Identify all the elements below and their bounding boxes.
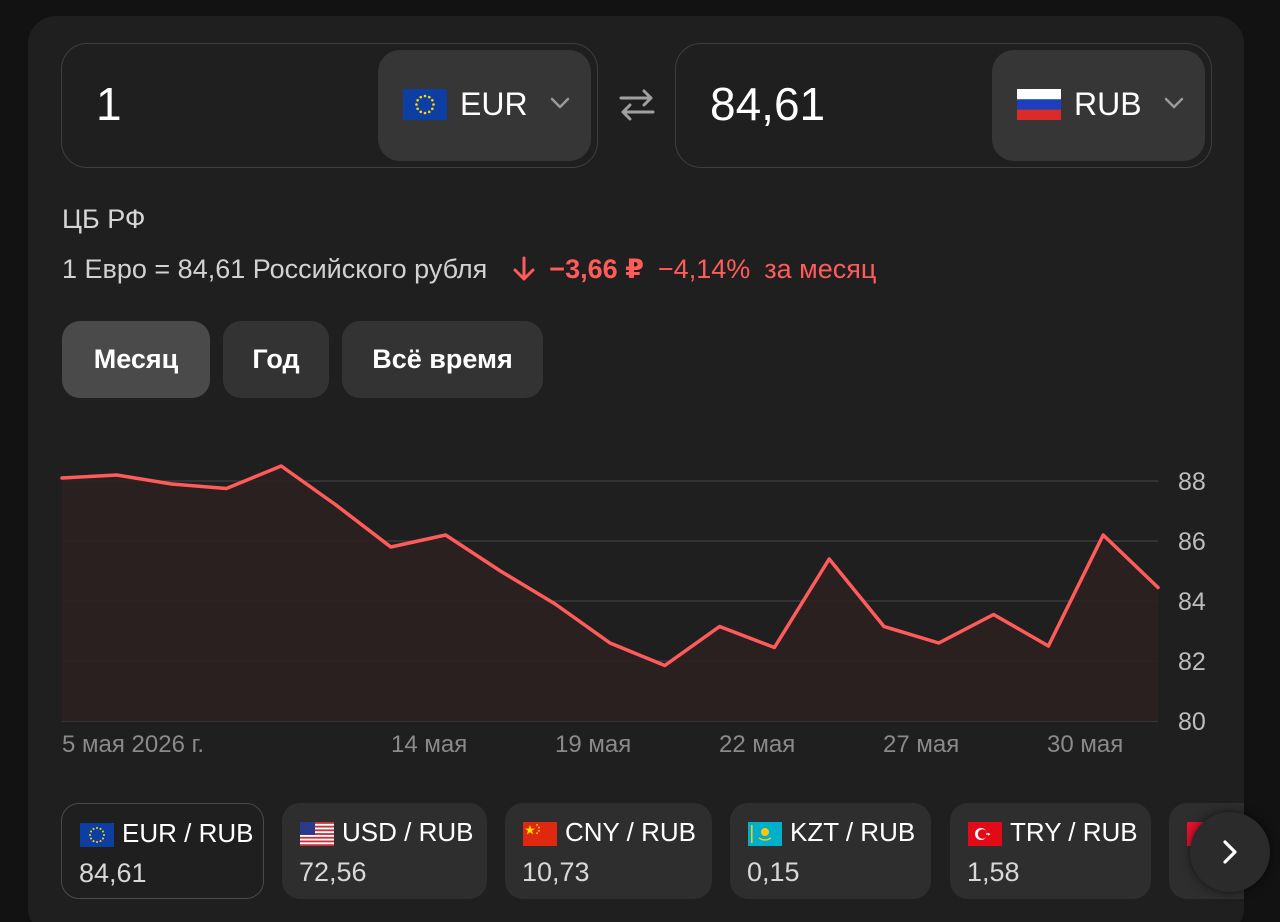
next-pairs-button[interactable] [1190, 812, 1270, 892]
pair-value: 84,61 [79, 858, 147, 888]
tab-all-time[interactable]: Всё время [342, 321, 543, 398]
to-amount-field[interactable]: 84,61 RUB [675, 43, 1212, 168]
pair-card-try-rub[interactable]: TRY / RUB 1,58 [950, 803, 1151, 899]
from-currency-select[interactable]: EUR [378, 50, 591, 161]
x-tick-label: 14 мая [391, 731, 467, 758]
rate-change-absolute: −3,66 ₽ [549, 254, 644, 284]
rate-line: 1 Евро = 84,61 Российского рубля −3,66 ₽… [62, 252, 876, 286]
pair-card-eur-rub[interactable]: EUR / RUB 84,61 [61, 803, 264, 899]
y-tick-label: 84 [1178, 588, 1206, 616]
rate-chart[interactable]: 80 82 84 86 88 5 мая 2026 г. 14 мая 19 мая 22 ма… [28, 416, 1244, 781]
pair-value: 10,73 [522, 857, 590, 887]
chevron-down-icon [1164, 97, 1184, 109]
pair-name: USD / RUB [342, 817, 474, 847]
to-amount-input[interactable]: 84,61 [710, 78, 826, 130]
rate-change-period: за месяц [764, 254, 877, 284]
eu-flag-icon [403, 89, 447, 120]
rate-source: ЦБ РФ [62, 204, 146, 234]
pair-value: 1,58 [967, 857, 1020, 887]
us-flag-icon [300, 822, 334, 846]
y-tick-label: 82 [1178, 648, 1206, 676]
arrow-down-icon [513, 256, 535, 281]
tab-year[interactable]: Год [223, 321, 329, 398]
from-amount-field[interactable]: 1 EUR [61, 43, 598, 168]
rate-description: 1 Евро = 84,61 Российского рубля [62, 254, 488, 284]
chevron-down-icon [550, 97, 570, 109]
pair-card-usd-rub[interactable]: USD / RUB 72,56 [282, 803, 487, 899]
cn-flag-icon [523, 822, 557, 846]
x-tick-label: 27 мая [883, 731, 959, 758]
series-area [62, 466, 1158, 721]
pair-name: EUR / RUB [122, 818, 254, 848]
tr-flag-icon [968, 822, 1002, 846]
tab-month[interactable]: Месяц [62, 321, 210, 398]
to-currency-code: RUB [1074, 86, 1142, 122]
rate-change-percent: −4,14% [657, 254, 751, 284]
from-currency-code: EUR [460, 86, 528, 122]
pair-card-kzt-rub[interactable]: KZT / RUB 0,15 [730, 803, 931, 899]
to-currency-select[interactable]: RUB [992, 50, 1205, 161]
pair-name: CNY / RUB [565, 817, 696, 847]
x-tick-label: 22 мая [719, 731, 795, 758]
from-amount-input[interactable]: 1 [96, 78, 122, 130]
pair-name: KZT / RUB [790, 817, 916, 847]
y-tick-label: 80 [1178, 708, 1206, 736]
pair-card-cny-rub[interactable]: CNY / RUB 10,73 [505, 803, 712, 899]
pair-value: 72,56 [299, 857, 367, 887]
eu-flag-icon [80, 823, 114, 847]
x-tick-label: 5 мая 2026 г. [62, 731, 204, 758]
series-line [60, 464, 1160, 668]
ru-flag-icon [1017, 89, 1061, 120]
currency-converter-card: 1 EUR 84,61 [28, 16, 1244, 922]
x-tick-label: 19 мая [555, 731, 631, 758]
kz-flag-icon [748, 822, 782, 846]
x-tick-label: 30 мая [1047, 731, 1123, 758]
pair-name: TRY / RUB [1010, 817, 1138, 847]
y-tick-label: 88 [1178, 468, 1206, 496]
y-tick-label: 86 [1178, 528, 1206, 556]
chevron-right-icon [1223, 840, 1237, 864]
pair-value: 0,15 [747, 857, 800, 887]
swap-arrows-icon[interactable] [615, 88, 659, 122]
